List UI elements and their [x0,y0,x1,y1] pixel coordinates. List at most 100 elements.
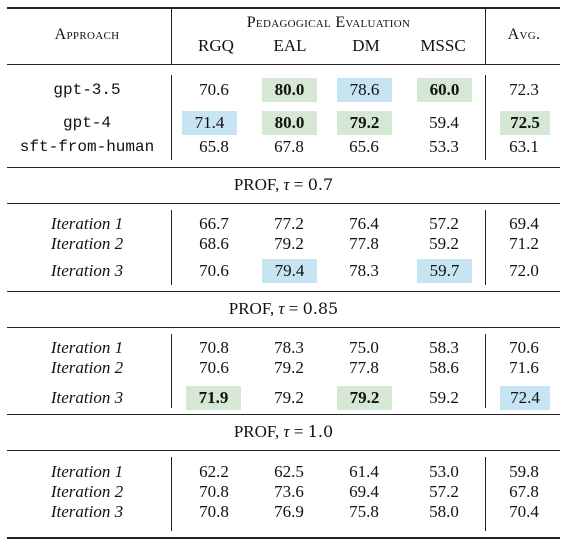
row-label: sft-from-human [19,138,155,156]
cell-dm: 77.8 [349,234,379,253]
cell-avg: 67.8 [509,482,539,501]
cell-eal: 80.0 [262,111,317,135]
col-divider-left [171,210,172,285]
cell-rgq: 71.9 [186,386,241,410]
equals-sign: = [284,299,303,318]
cell-rgq: 66.7 [199,214,229,233]
cell-eal: 67.8 [274,137,304,156]
section-rule-3b [7,450,560,451]
cell-mssc: 60.0 [417,78,472,102]
col-divider-left [171,457,172,531]
cell-avg: 69.4 [509,214,539,233]
section-title: PROF, τ = 0.85 [7,296,560,322]
tau-symbol: τ [283,175,290,194]
row-label: Iteration 2 [50,482,124,501]
cell-avg: 71.2 [509,234,539,253]
header-col-eal: EAL [273,36,307,55]
cell-mssc: 59.2 [429,234,459,253]
cell-mssc: 53.0 [429,462,459,481]
cell-rgq: 70.8 [199,338,229,357]
header-col-mssc: MSSC [420,36,466,55]
row-label: Iteration 1 [50,214,124,233]
equals-sign: = [289,422,308,441]
col-divider-left [171,334,172,408]
cell-rgq: 70.8 [199,502,229,521]
cell-rgq: 62.2 [199,462,229,481]
section-prefix: PROF, [228,299,279,318]
cell-avg: 72.4 [500,386,550,410]
cell-mssc: 59.4 [429,113,459,132]
section-title: PROF, τ = 0.7 [7,172,560,198]
cell-dm: 69.4 [349,482,379,501]
cell-eal: 78.3 [274,338,304,357]
row-label: Iteration 1 [50,462,124,481]
header-rule [7,64,560,65]
row-label: gpt-3.5 [53,81,121,99]
cell-avg: 72.3 [509,80,539,99]
bottom-rule [7,537,560,539]
cell-avg: 70.4 [509,502,539,521]
section-rule-1b [7,203,560,204]
cell-rgq: 65.8 [199,137,229,156]
row-label: Iteration 3 [50,502,124,521]
header-col-rgq: RGQ [198,36,234,55]
row-label: Iteration 3 [50,261,124,280]
cell-dm: 75.8 [349,502,379,521]
equals-sign: = [289,175,308,194]
row-label: Iteration 1 [50,338,124,357]
col-divider-right [485,8,486,64]
row-label: Iteration 2 [50,234,124,253]
cell-rgq: 70.6 [199,261,229,280]
tau-symbol: τ [283,422,290,441]
col-divider-left [171,75,172,160]
section-prefix: PROF, [233,422,284,441]
cell-dm: 65.6 [349,137,379,156]
cell-mssc: 57.2 [429,482,459,501]
cell-eal: 80.0 [262,78,317,102]
cell-dm: 61.4 [349,462,379,481]
cell-mssc: 59.7 [417,259,472,283]
cell-rgq: 70.8 [199,482,229,501]
cell-mssc: 53.3 [429,137,459,156]
header-avg: Avg. [507,26,541,43]
section-title: PROF, τ = 1.0 [7,419,560,445]
cell-mssc: 58.0 [429,502,459,521]
cell-eal: 77.2 [274,214,304,233]
col-divider-right [485,334,486,408]
cell-rgq: 71.4 [182,111,237,135]
cell-avg: 72.0 [509,261,539,280]
cell-avg: 70.6 [509,338,539,357]
cell-dm: 79.2 [337,386,392,410]
cell-dm: 76.4 [349,214,379,233]
col-divider-right [485,75,486,160]
section-rule-2a [7,291,560,292]
cell-avg: 63.1 [509,137,539,156]
cell-dm: 75.0 [349,338,379,357]
cell-avg: 71.6 [509,358,539,377]
cell-mssc: 59.2 [429,388,459,407]
cell-dm: 78.3 [349,261,379,280]
col-divider-right [485,457,486,531]
cell-avg: 72.5 [500,111,550,135]
cell-dm: 77.8 [349,358,379,377]
cell-avg: 59.8 [509,462,539,481]
tau-symbol: τ [278,299,285,318]
tau-value: 0.7 [307,175,334,194]
cell-mssc: 58.3 [429,338,459,357]
tau-value: 1.0 [307,422,334,441]
cell-eal: 79.4 [262,259,317,283]
top-rule [7,7,560,9]
section-rule-2b [7,327,560,328]
col-divider-left [171,8,172,64]
cell-eal: 79.2 [274,388,304,407]
cell-eal: 62.5 [274,462,304,481]
cell-rgq: 68.6 [199,234,229,253]
tau-value: 0.85 [302,299,339,318]
row-label: Iteration 2 [50,358,124,377]
section-rule-3a [7,414,560,415]
col-divider-right [485,210,486,285]
header-group: Pedagogical Evaluation [246,14,411,31]
cell-mssc: 58.6 [429,358,459,377]
row-label: Iteration 3 [50,388,124,407]
